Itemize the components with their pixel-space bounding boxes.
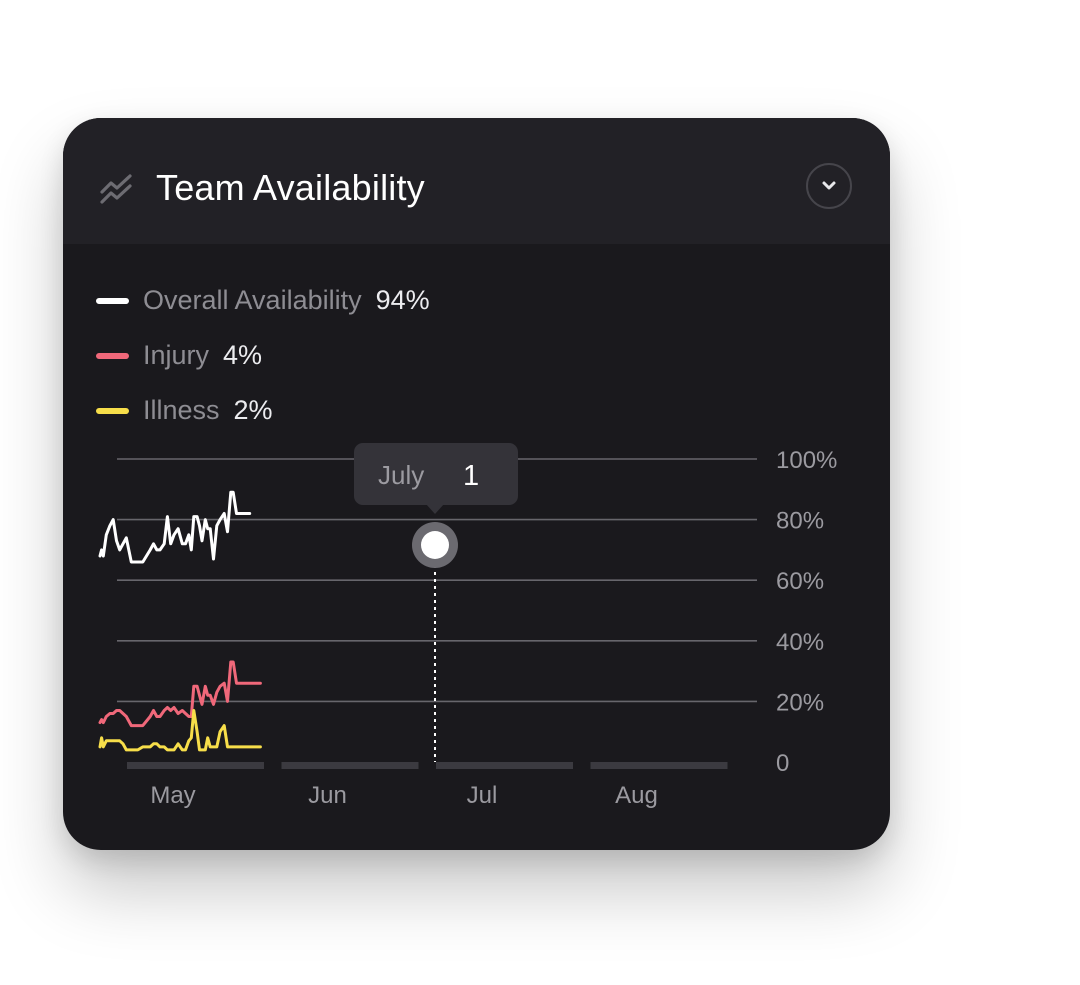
month-band <box>436 762 573 769</box>
collapse-button[interactable] <box>806 163 852 209</box>
y-tick-label: 20% <box>776 689 824 716</box>
month-label: Aug <box>615 782 658 809</box>
legend-label: Overall Availability <box>143 285 362 315</box>
y-tick-label: 0 <box>776 750 789 777</box>
legend-label: Injury <box>143 340 210 370</box>
legend-item-illness[interactable]: Illness 2% <box>96 383 430 438</box>
legend-swatch <box>96 352 129 359</box>
grid-layer <box>117 458 757 703</box>
month-label: May <box>150 782 195 809</box>
legend-value: 4% <box>223 340 263 370</box>
y-tick-labels: 100% 80% 60% 40% 20% 0 <box>776 447 837 777</box>
tooltip: July 1 <box>354 443 518 514</box>
y-tick-label: 80% <box>776 508 824 535</box>
month-band <box>590 762 728 769</box>
tooltip-value: 1 <box>463 460 479 492</box>
card-title: Team Availability <box>156 167 425 208</box>
month-axis: May Jun Jul Aug <box>127 762 728 809</box>
availability-line-chart[interactable]: 100% 80% 60% 40% 20% 0 May Jun Jul Aug July 1 <box>63 118 890 850</box>
hover-cursor[interactable]: July 1 <box>354 443 518 762</box>
trend-lines-icon <box>100 174 132 204</box>
legend-item-injury[interactable]: Injury 4% <box>96 328 430 383</box>
month-label: Jul <box>467 782 498 809</box>
y-tick-label: 40% <box>776 629 824 656</box>
tooltip-box <box>354 443 518 505</box>
chevron-down-icon <box>822 181 836 190</box>
legend-label: Illness <box>143 395 220 425</box>
cursor-point <box>421 531 449 559</box>
card-header: Team Availability <box>63 118 890 244</box>
series-line-injury <box>98 660 262 728</box>
legend-swatch <box>96 407 129 414</box>
team-availability-card: Team Availability Overall Availability 9… <box>63 118 890 850</box>
chart-legend: Overall Availability 94% Injury 4% Illne… <box>96 273 430 438</box>
month-band <box>281 762 419 769</box>
legend-value: 94% <box>375 285 430 315</box>
legend-item-overall[interactable]: Overall Availability 94% <box>96 273 430 328</box>
legend-swatch <box>96 297 129 304</box>
y-tick-label: 60% <box>776 568 824 595</box>
series-line-illness <box>98 709 262 752</box>
series-layer <box>98 490 262 752</box>
month-band <box>127 762 264 769</box>
tooltip-label: July <box>378 460 424 490</box>
y-tick-label: 100% <box>776 447 837 474</box>
legend-value: 2% <box>233 395 273 425</box>
tooltip-pointer <box>426 504 444 514</box>
series-line-overall-availability <box>98 490 252 564</box>
month-label: Jun <box>308 782 347 809</box>
